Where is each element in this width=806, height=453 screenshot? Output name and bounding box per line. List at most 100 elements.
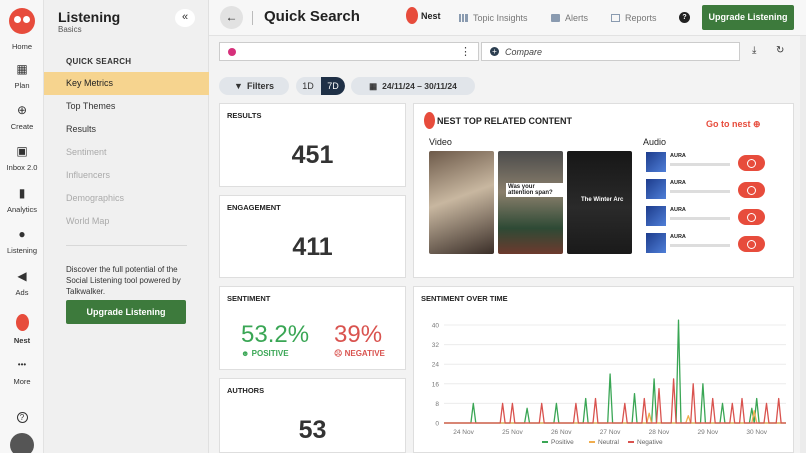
smile-icon: ☻ bbox=[241, 349, 250, 358]
legend-swatch bbox=[542, 441, 548, 444]
search-query-field[interactable]: ⋮ bbox=[219, 42, 479, 61]
play-icon[interactable] bbox=[738, 209, 765, 225]
rail-item-analytics[interactable]: ▮ Analytics bbox=[0, 186, 44, 214]
play-icon[interactable] bbox=[738, 155, 765, 171]
video-thumbnail[interactable]: The Winter Arc bbox=[567, 151, 632, 254]
thumbnail-caption: Was your attention span? bbox=[506, 183, 563, 197]
audio-name: AURA bbox=[670, 153, 686, 159]
audio-item[interactable]: AURA bbox=[646, 233, 792, 255]
panel-title: Listening bbox=[58, 9, 121, 25]
calendar-icon: ▦ bbox=[16, 62, 28, 76]
lightbulb-icon: ● bbox=[18, 227, 26, 241]
avatar[interactable] bbox=[10, 433, 34, 453]
nav-reports[interactable]: Reports bbox=[611, 13, 657, 23]
rail-item-label: Plan bbox=[14, 81, 30, 90]
results-card: RESULTS 451 bbox=[219, 103, 406, 187]
audio-item[interactable]: AURA bbox=[646, 206, 792, 228]
rail-item-inbox-2-0[interactable]: ▣ Inbox 2.0 bbox=[0, 144, 44, 172]
play-icon[interactable] bbox=[738, 236, 765, 252]
x-tick-label: 28 Nov bbox=[649, 429, 670, 436]
audio-artwork bbox=[646, 233, 666, 253]
rail-item-label: Listening bbox=[6, 246, 38, 255]
rail-item-plan[interactable]: ▦ Plan bbox=[0, 62, 44, 90]
video-thumbnail[interactable]: Was your attention span? bbox=[498, 151, 563, 254]
audio-name: AURA bbox=[670, 180, 686, 186]
rail-item-label: More bbox=[13, 377, 31, 386]
x-tick-label: 25 Nov bbox=[502, 429, 523, 436]
audio-meta bbox=[670, 163, 730, 166]
range-7d-button[interactable]: 7D bbox=[321, 77, 345, 95]
video-thumbnail[interactable] bbox=[429, 151, 494, 254]
more-dots-icon: ••• bbox=[17, 360, 27, 369]
legend-item-neutral[interactable]: Neutral bbox=[589, 439, 619, 446]
download-icon[interactable]: ⤓ bbox=[752, 45, 757, 56]
rail-item-label: Inbox 2.0 bbox=[6, 163, 38, 172]
rail-item-listening[interactable]: ● Listening bbox=[0, 227, 44, 255]
rail-item-more[interactable]: ••• More bbox=[0, 358, 44, 386]
audio-artwork bbox=[646, 206, 666, 226]
plus-icon: + bbox=[490, 47, 499, 56]
engagement-card: ENGAGEMENT 411 bbox=[219, 195, 406, 278]
back-button[interactable]: ← bbox=[220, 6, 243, 29]
engagement-label: ENGAGEMENT bbox=[227, 203, 281, 212]
nav-alerts[interactable]: Alerts bbox=[551, 13, 588, 23]
go-to-nest-link[interactable]: Go to nest ⊕ bbox=[706, 119, 761, 129]
y-tick-label: 16 bbox=[432, 381, 440, 388]
nav-nest[interactable]: Nest bbox=[406, 7, 441, 25]
bar-chart-icon: ▮ bbox=[18, 186, 26, 200]
compare-field[interactable]: + Compare bbox=[481, 42, 740, 61]
y-tick-label: 32 bbox=[432, 342, 440, 349]
filters-button[interactable]: ▼ Filters bbox=[219, 77, 289, 95]
legend-swatch bbox=[628, 441, 634, 444]
sentiment-card: SENTIMENT 53.2% ☻ POSITIVE 39% ☹ NEGATIV… bbox=[219, 286, 406, 370]
page-scrollbar[interactable] bbox=[800, 36, 806, 453]
owl-logo-icon[interactable] bbox=[9, 8, 35, 34]
rail-item-label: Ads bbox=[15, 288, 29, 297]
rail-item-nest[interactable]: Nest bbox=[0, 314, 44, 345]
help-button[interactable]: ? bbox=[679, 12, 690, 23]
header: ← Quick Search Nest Topic Insights Alert… bbox=[209, 0, 806, 36]
collapse-panel-button[interactable]: « bbox=[175, 9, 195, 27]
x-tick-label: 30 Nov bbox=[746, 429, 767, 436]
help-rail[interactable]: ? bbox=[0, 412, 44, 423]
positive-percent: 53.2% bbox=[241, 321, 310, 348]
x-tick-label: 26 Nov bbox=[551, 429, 572, 436]
section-heading: QUICK SEARCH bbox=[66, 57, 132, 66]
rail-item-ads[interactable]: ◀ Ads bbox=[0, 269, 44, 297]
rail-item-label: Nest bbox=[13, 336, 31, 345]
y-tick-label: 24 bbox=[432, 362, 440, 369]
range-1d-button[interactable]: 1D bbox=[302, 81, 314, 91]
menu-item-results[interactable]: Results bbox=[66, 124, 97, 134]
help-circle-icon: ? bbox=[16, 412, 28, 423]
nav-topic-insights[interactable]: Topic Insights bbox=[459, 13, 528, 23]
legend-item-negative[interactable]: Negative bbox=[628, 439, 663, 446]
series-line-neutral bbox=[444, 410, 786, 424]
results-label: RESULTS bbox=[227, 111, 262, 120]
date-range-picker[interactable]: ▦ 24/11/24 – 30/11/24 bbox=[351, 77, 475, 95]
audio-artwork bbox=[646, 179, 666, 199]
left-rail: Home ▦ Plan ⊕ Create ▣ Inbox 2.0 ▮ Analytics ● Lis… bbox=[0, 0, 44, 453]
legend-item-positive[interactable]: Positive bbox=[542, 439, 574, 446]
refresh-icon[interactable]: ↻ bbox=[776, 45, 785, 56]
range-toggle: 1D 7D bbox=[296, 77, 345, 95]
rail-item-home[interactable]: Home bbox=[0, 42, 44, 51]
legend-swatch bbox=[589, 441, 595, 444]
menu-item-demographics: Demographics bbox=[66, 193, 125, 203]
x-tick-label: 24 Nov bbox=[453, 429, 474, 436]
thumbnail-caption: The Winter Arc bbox=[581, 197, 624, 203]
rail-item-create[interactable]: ⊕ Create bbox=[0, 103, 44, 131]
upgrade-listening-button[interactable]: Upgrade Listening bbox=[702, 5, 794, 30]
inbox-icon: ▣ bbox=[16, 144, 28, 158]
audio-item[interactable]: AURA bbox=[646, 179, 792, 201]
menu-item-top-themes[interactable]: Top Themes bbox=[66, 101, 116, 111]
panel-subtitle: Basics bbox=[58, 25, 82, 34]
upgrade-listening-panel-button[interactable]: Upgrade Listening bbox=[66, 300, 186, 324]
menu-item-key-metrics[interactable]: Key Metrics bbox=[44, 72, 209, 95]
play-icon[interactable] bbox=[738, 182, 765, 198]
kebab-menu-icon[interactable]: ⋮ bbox=[460, 46, 471, 58]
filter-icon: ▼ bbox=[234, 81, 243, 91]
negative-label: ☹ NEGATIVE bbox=[334, 349, 385, 358]
query-color-dot bbox=[228, 48, 236, 56]
audio-item[interactable]: AURA bbox=[646, 152, 792, 174]
audio-artwork bbox=[646, 152, 666, 172]
